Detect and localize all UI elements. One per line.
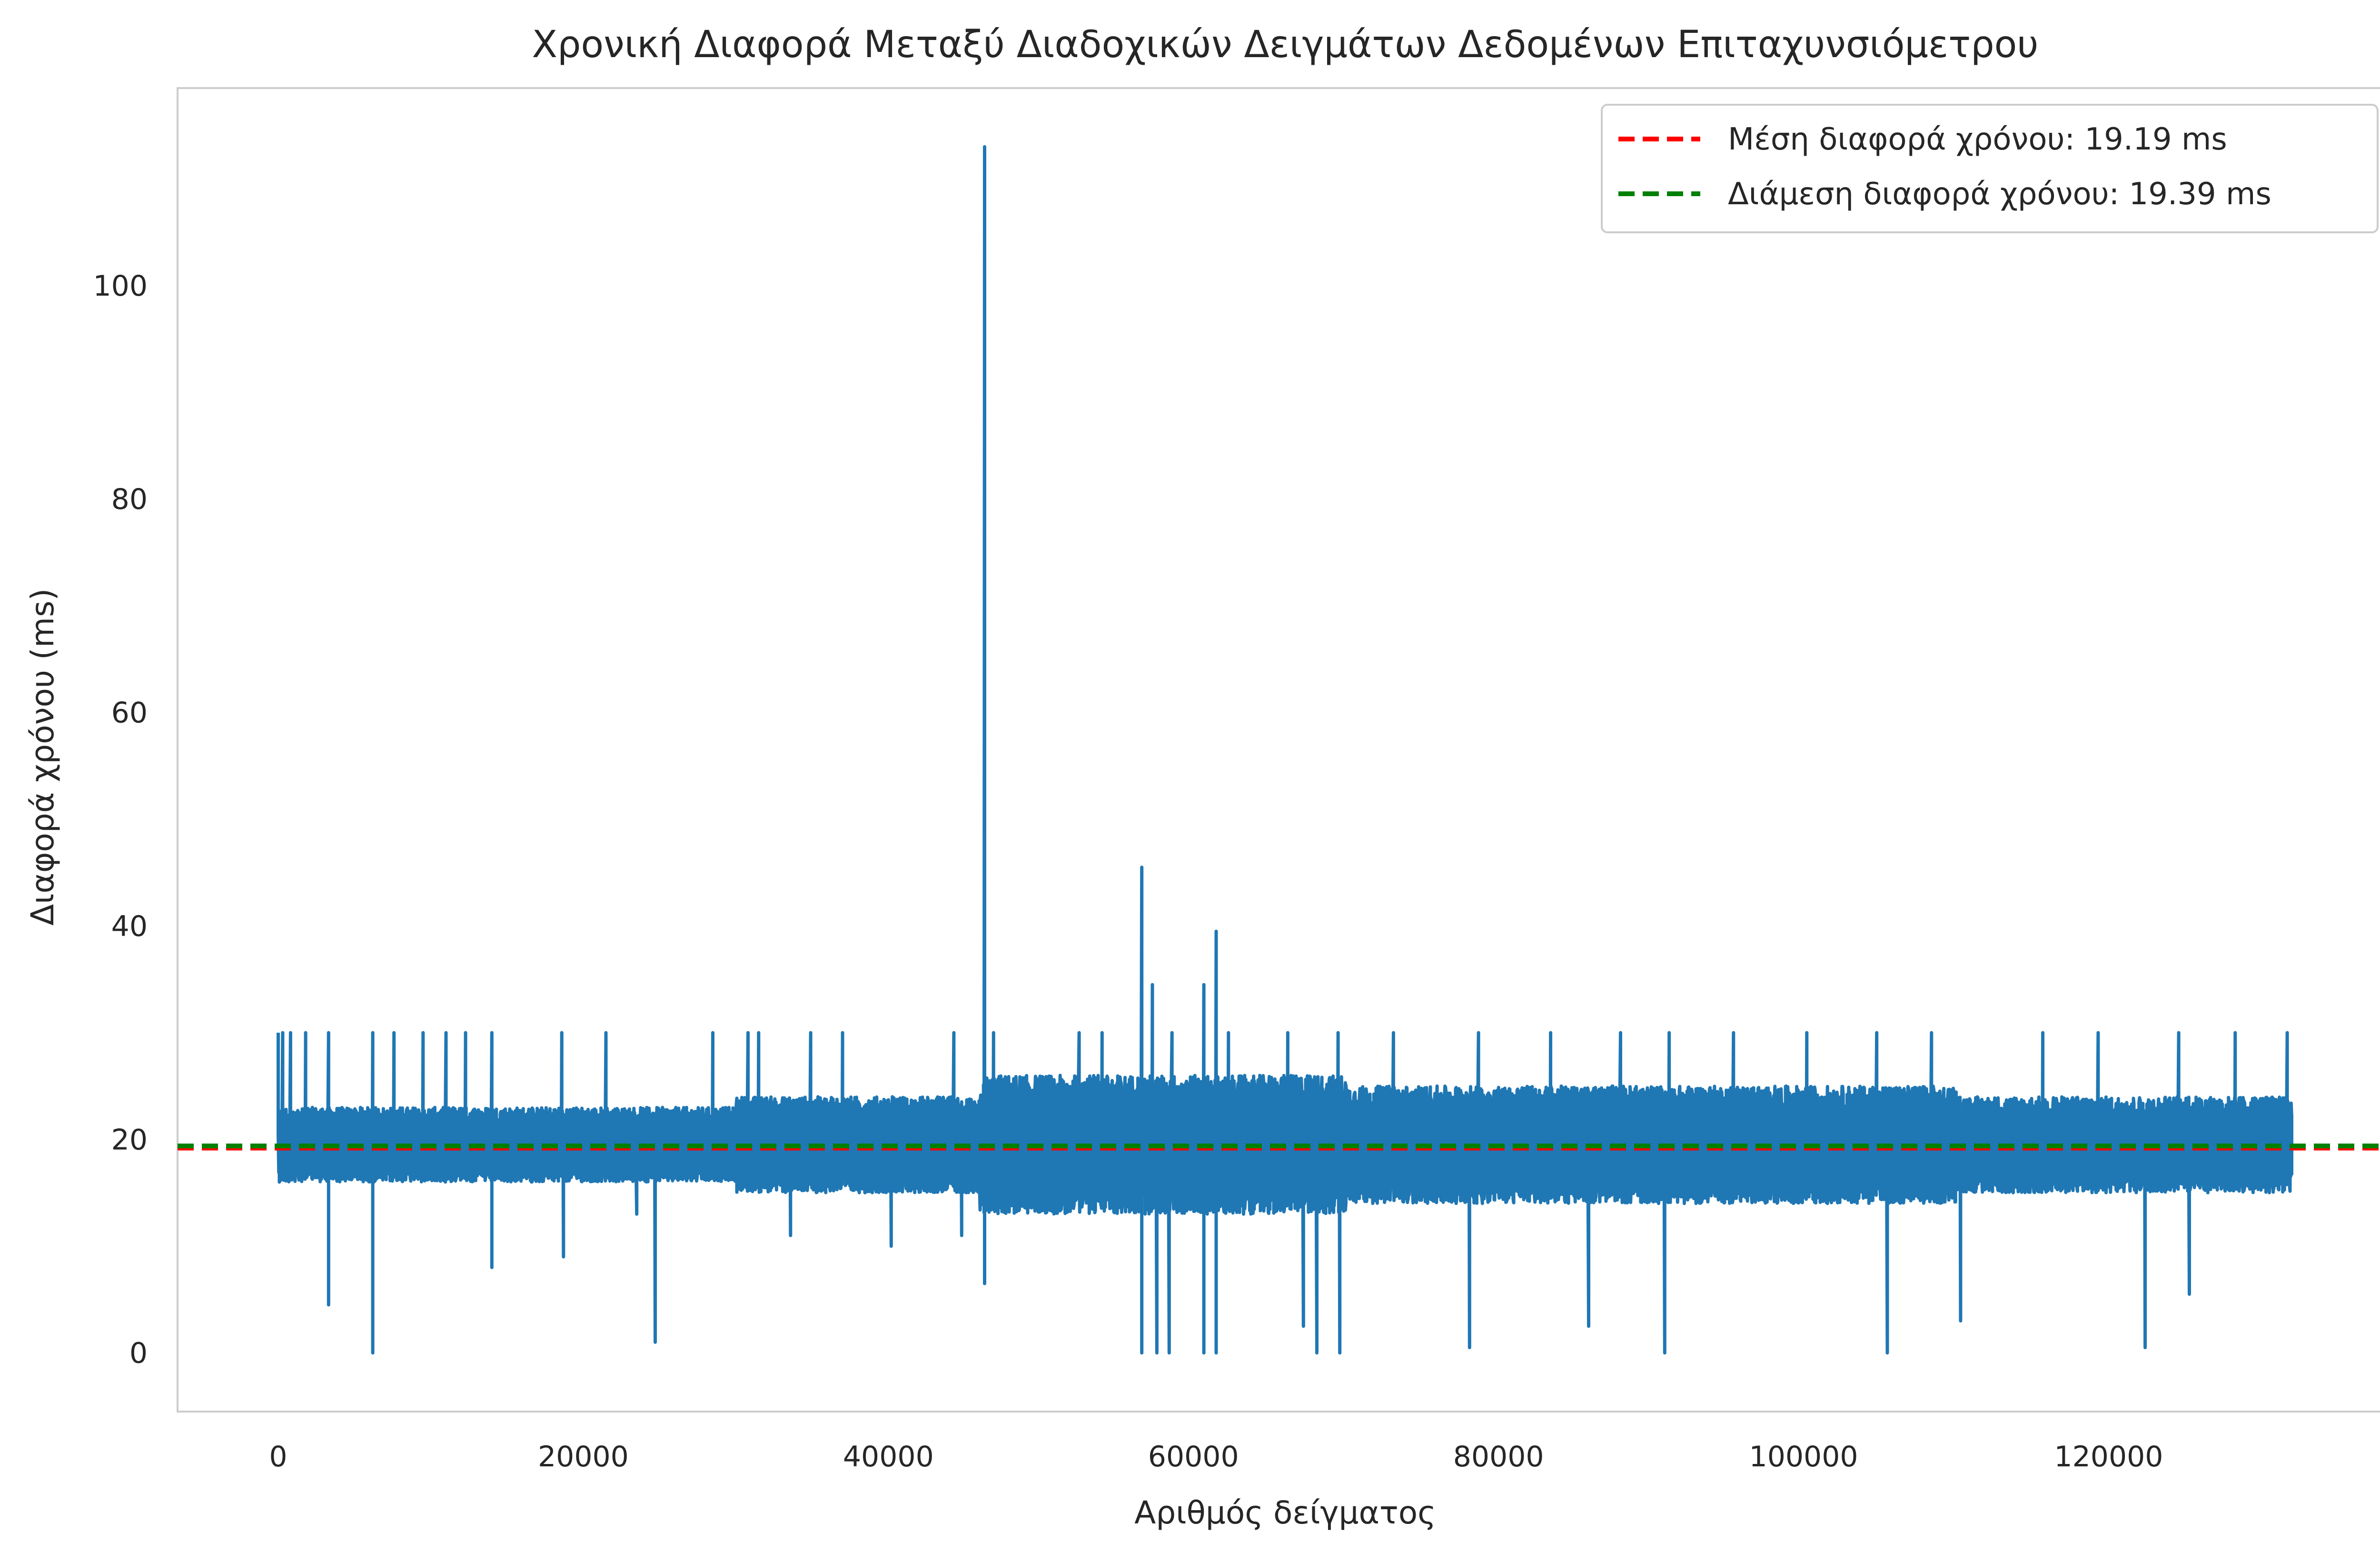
chart-title: Χρονική Διαφορά Μεταξύ Διαδοχικών Δειγμά… — [532, 23, 2038, 66]
x-tick-label: 80000 — [1453, 1440, 1544, 1473]
series-layer — [277, 145, 2293, 1355]
plot-area — [177, 87, 2380, 1413]
y-tick-label: 0 — [129, 1337, 148, 1370]
y-tick-labels: 0 20 40 60 80 100 — [93, 269, 148, 1370]
legend: Μέση διαφορά χρόνου: 19.19 ms Διάμεση δι… — [1601, 104, 2379, 233]
y-axis-title: Διαφορά χρόνου (ms) — [24, 588, 61, 926]
legend-mean-label: Μέση διαφορά χρόνου: 19.19 ms — [1728, 122, 2227, 157]
x-tick-label: 20000 — [538, 1440, 629, 1473]
x-tick-label: 40000 — [843, 1440, 934, 1473]
y-tick-label: 100 — [93, 269, 148, 303]
y-tick-label: 80 — [111, 483, 148, 516]
reference-lines-layer — [178, 1143, 2380, 1151]
y-tick-label: 40 — [111, 910, 148, 943]
legend-median-label: Διάμεση διαφορά χρόνου: 19.39 ms — [1728, 177, 2271, 212]
x-tick-labels: 0 20000 40000 60000 80000 100000 120000 — [269, 1440, 2163, 1473]
series-line-time-difference — [277, 145, 2293, 1355]
x-tick-label: 60000 — [1148, 1440, 1239, 1473]
y-tick-label: 20 — [111, 1123, 148, 1156]
y-tick-label: 60 — [111, 697, 148, 730]
x-axis-title: Αριθμός δείγματος — [1134, 1494, 1436, 1531]
x-tick-label: 100000 — [1749, 1440, 1858, 1473]
legend-frame — [1601, 104, 2379, 233]
x-tick-label: 0 — [269, 1440, 287, 1473]
x-tick-label: 120000 — [2054, 1440, 2163, 1473]
